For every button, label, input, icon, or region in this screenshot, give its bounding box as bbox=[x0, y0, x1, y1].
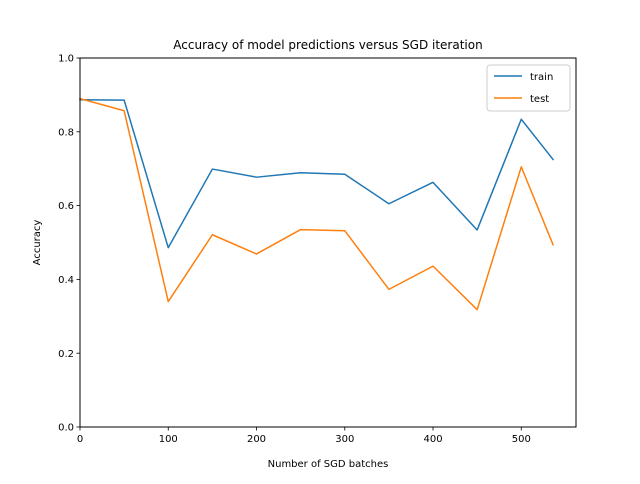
x-tick-label: 100 bbox=[159, 434, 178, 445]
legend-label-train: train bbox=[530, 72, 553, 83]
legend: train test bbox=[487, 65, 570, 111]
x-tick-label: 300 bbox=[335, 434, 354, 445]
x-tick-label: 0 bbox=[77, 434, 83, 445]
x-axis-ticks: 0 100 200 300 400 500 bbox=[77, 427, 531, 445]
x-tick-label: 200 bbox=[247, 434, 266, 445]
legend-box bbox=[487, 65, 570, 111]
y-tick-label: 1.0 bbox=[58, 54, 74, 65]
y-tick-label: 0.0 bbox=[58, 423, 74, 434]
x-tick-label: 400 bbox=[423, 434, 442, 445]
y-tick-label: 0.6 bbox=[58, 201, 74, 212]
x-tick-label: 500 bbox=[512, 434, 531, 445]
chart-title: Accuracy of model predictions versus SGD… bbox=[173, 38, 482, 52]
x-axis-title: Number of SGD batches bbox=[268, 459, 389, 470]
series-line-test bbox=[80, 99, 553, 310]
series-layer bbox=[80, 99, 553, 310]
y-axis-ticks: 0.0 0.2 0.4 0.6 0.8 1.0 bbox=[58, 54, 80, 434]
y-tick-label: 0.4 bbox=[58, 275, 74, 286]
y-axis-title: Accuracy bbox=[32, 220, 43, 266]
y-tick-label: 0.8 bbox=[58, 127, 74, 138]
y-tick-label: 0.2 bbox=[58, 349, 74, 360]
legend-label-test: test bbox=[530, 94, 549, 105]
